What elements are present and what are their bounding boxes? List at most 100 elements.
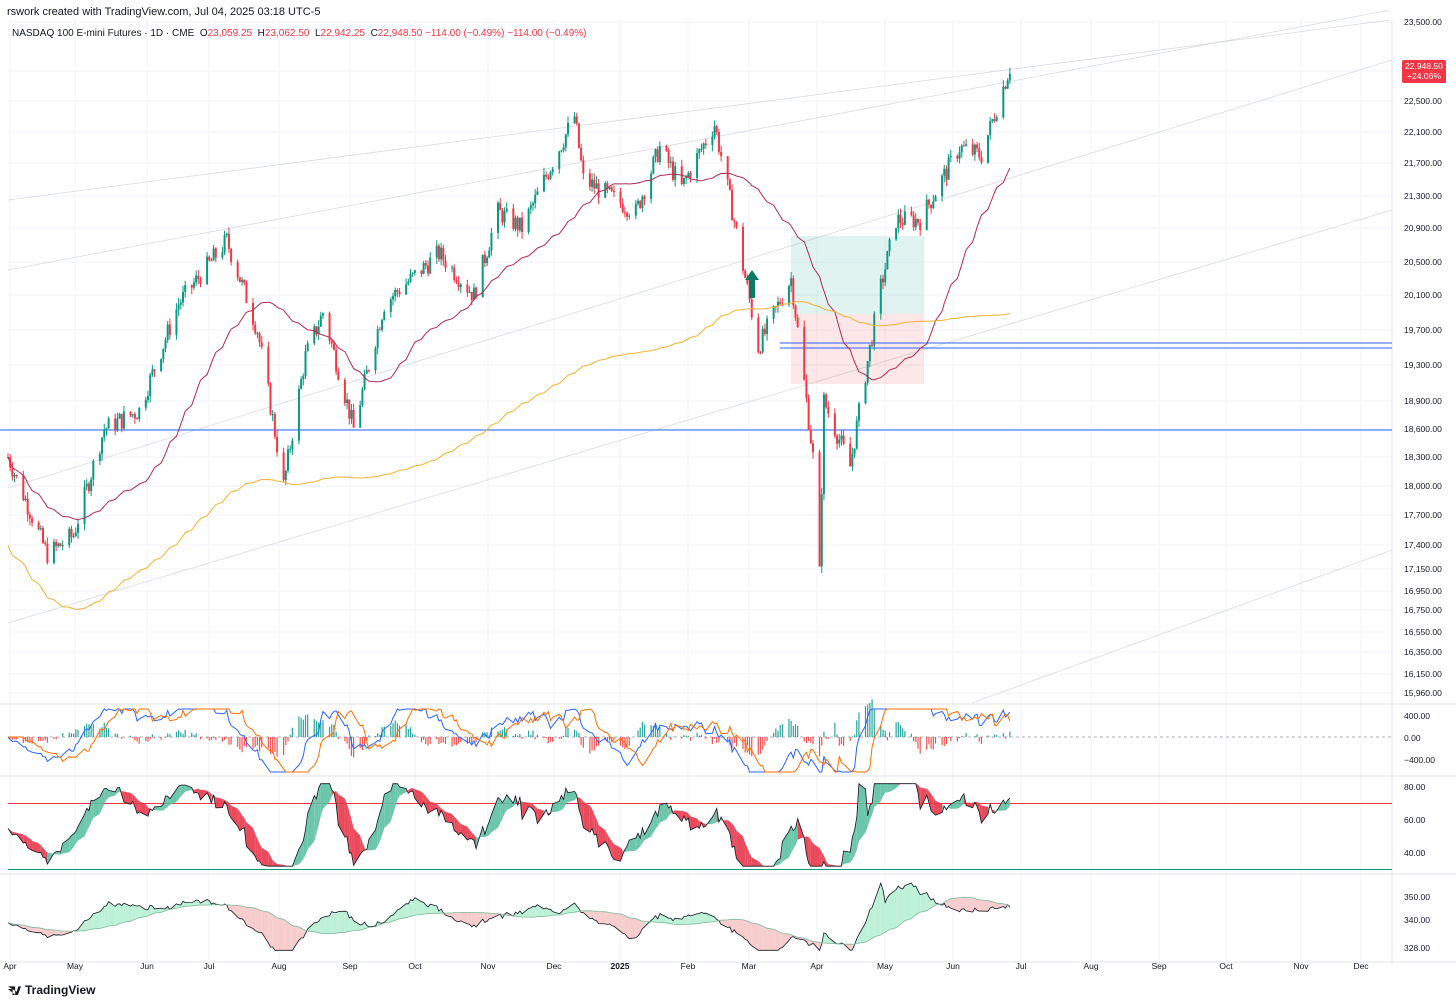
candle-body: [702, 143, 705, 149]
rsi-line: [7, 782, 1011, 867]
candle-body: [120, 413, 123, 429]
candle-body: [667, 150, 670, 163]
candle-body: [713, 126, 716, 137]
candle-body: [381, 319, 384, 330]
candle-body: [833, 413, 836, 436]
breadth-fill-segment: [412, 897, 415, 916]
breadth-fill-segment: [145, 909, 148, 917]
candle-body: [129, 411, 132, 416]
rsi-fill-segment: [368, 829, 376, 851]
candle-body: [392, 296, 394, 300]
rsi-fill-segment: [390, 783, 393, 822]
price-axis-label: 17,150.00: [1404, 564, 1442, 574]
time-axis-label: Sep: [342, 961, 357, 971]
candle-body: [413, 270, 416, 273]
candle-body: [573, 116, 576, 124]
candle-body: [958, 152, 961, 159]
candle-body: [628, 215, 631, 217]
candle-body: [669, 161, 672, 163]
breadth-fill-segment: [918, 890, 921, 914]
candle-body: [133, 414, 136, 419]
breadth-fill-segment: [666, 916, 669, 924]
rsi-fill-segment: [745, 842, 748, 867]
symbol-name: NASDAQ 100 E-mini Futures · 1D · CME: [12, 28, 195, 39]
rsi-fill-segment: [933, 797, 936, 816]
candle-body: [689, 173, 692, 178]
candle-body: [965, 144, 968, 146]
candle-body: [337, 371, 340, 380]
breadth-fill-segment: [288, 922, 291, 951]
candle-body: [700, 148, 703, 150]
breadth-fill-segment: [285, 920, 288, 951]
candle-body: [481, 254, 484, 298]
tradingview-brand: TradingView: [25, 983, 96, 997]
candle-body: [144, 400, 147, 408]
candle-body: [597, 183, 600, 198]
rsi-fill-segment: [298, 845, 302, 865]
rsi-fill-segment: [1003, 800, 1006, 811]
breadth-fill-segment: [397, 908, 400, 920]
breadth-fill-segment: [996, 903, 1004, 909]
candle-body: [612, 191, 615, 193]
candle-body: [672, 161, 674, 180]
breadth-fill-segment: [920, 892, 927, 913]
candle-body: [359, 405, 362, 428]
candle-body: [37, 522, 40, 530]
candle-body: [687, 173, 690, 178]
rsi-fill-segment: [931, 793, 934, 813]
trend-channel-line: [7, 59, 1393, 489]
candle-body: [87, 483, 90, 492]
ohlc-high: H23,062.50: [254, 28, 310, 39]
candle-body: [287, 449, 289, 471]
candle-body: [825, 394, 828, 408]
price-axis-label: 17,700.00: [1404, 510, 1442, 520]
candle-body: [221, 252, 224, 258]
breadth-fill-segment: [568, 902, 575, 913]
rsi-fill-segment: [568, 791, 575, 803]
candle-body: [807, 398, 810, 430]
breadth-fill-segment: [605, 911, 608, 925]
rsi-fill-segment: [84, 808, 87, 837]
candle-body: [243, 279, 246, 283]
candle-body: [656, 149, 659, 162]
candle-body: [466, 284, 469, 293]
candle-body: [282, 452, 285, 480]
candle-body: [444, 260, 447, 269]
candle-body: [398, 292, 401, 295]
breadth-fill-segment: [150, 905, 153, 915]
rsi-fill-segment: [751, 857, 759, 867]
breadth-fill-segment: [139, 905, 146, 918]
breadth-fill-segment: [979, 899, 982, 912]
candle-body: [818, 452, 821, 567]
candle-body: [468, 291, 471, 293]
breadth-fill-segment: [773, 929, 776, 951]
candle-body: [634, 203, 637, 216]
breadth-fill-segment: [473, 912, 477, 928]
breadth-fill-segment: [994, 902, 997, 909]
breadth-fill-segment: [686, 915, 689, 925]
rsi-fill-segment: [56, 851, 59, 855]
rsi-fill-segment: [598, 824, 606, 848]
rsi-fill-segment: [196, 788, 199, 794]
rsi-fill-segment: [99, 792, 103, 814]
breadth-fill-segment: [491, 913, 498, 919]
symbol-legend[interactable]: NASDAQ 100 E-mini Futures · 1D · CME O23…: [12, 28, 587, 39]
rsi-fill-segment: [620, 847, 623, 862]
rsi-fill-segment: [896, 783, 899, 789]
candle-body: [757, 317, 760, 353]
tradingview-logo[interactable]: TradingView: [8, 983, 95, 997]
candle-body: [483, 254, 486, 264]
candle-body: [424, 263, 427, 266]
breadth-fill-segment: [336, 911, 339, 934]
rsi-fill-segment: [91, 800, 94, 823]
breadth-fill-segment: [242, 906, 245, 921]
rsi-fill-segment: [161, 804, 164, 811]
change-value: −114.00 (−0.49%): [425, 28, 505, 39]
trend-channel-line: [7, 209, 1393, 624]
ohlc-low: L22,942.25: [312, 28, 366, 39]
candle-body: [214, 248, 217, 258]
candle-body: [674, 166, 677, 180]
rsi-fill-segment: [935, 800, 943, 816]
candle-body: [792, 278, 795, 306]
